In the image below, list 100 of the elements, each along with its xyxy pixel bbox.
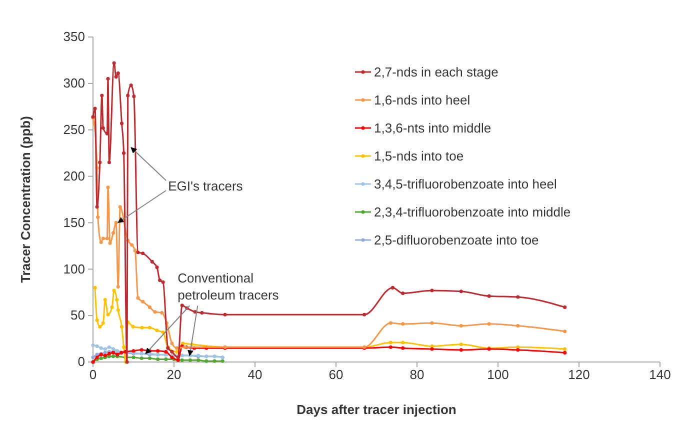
point [108,241,112,245]
y-tick-label: 200 [63,168,85,184]
annotation: Conventional petroleum tracers [178,270,280,303]
point [140,356,144,360]
point [155,266,159,270]
point [93,286,97,290]
point [122,151,126,155]
point [131,324,135,328]
point [170,342,174,346]
annotation: EGI's tracers [168,178,244,194]
point [390,286,394,290]
point [150,260,154,264]
point [430,288,434,292]
point [158,278,162,282]
y-tick-label: 50 [70,308,85,323]
point [106,312,110,316]
x-tick-label: 40 [248,367,262,382]
point [563,330,567,334]
point [122,345,126,349]
point [130,243,134,247]
point [93,106,97,110]
point [148,326,152,330]
point [459,290,463,294]
point [487,294,491,298]
point [112,288,116,292]
point [148,356,152,360]
point [388,321,392,325]
point [459,342,463,346]
point [362,312,366,316]
point [141,300,145,304]
legend-label: 2,7-nds in each stage [374,64,498,80]
point [156,349,160,353]
point [459,348,463,352]
point [105,236,109,240]
legend-label: 2,5-difluorobenzoate into toe [374,232,539,248]
x-tick-label: 60 [328,367,344,382]
x-tick-label: 120 [568,367,590,382]
legend-label: 1,6-nds into heel [374,92,470,108]
point [99,346,103,350]
point [563,305,567,309]
point [401,346,405,350]
point [120,350,124,354]
point [204,359,208,363]
point [563,347,567,351]
point [103,298,107,302]
point [223,312,227,316]
point [111,354,116,358]
point [132,94,136,98]
point [176,358,180,362]
point [103,347,107,351]
point [153,310,157,314]
point [487,322,491,326]
point [156,357,160,361]
x-tick-label: 20 [166,367,182,382]
point [200,311,204,315]
point [181,342,185,346]
point [140,326,144,330]
point [116,308,120,312]
point [116,71,120,75]
point [101,126,105,130]
point [196,358,200,362]
point [188,358,192,362]
x-tick-label: 0 [89,367,97,382]
point [91,344,95,348]
y-tick-label: 100 [63,261,85,276]
point [107,160,111,164]
point [114,220,118,224]
point [516,324,520,328]
point [112,61,116,65]
point [111,231,116,235]
point [115,298,119,302]
point [91,356,95,360]
point [110,305,114,309]
point [136,296,140,300]
point [164,357,168,361]
y-tick-label: 350 [63,29,85,44]
point [161,280,165,284]
point [170,350,174,354]
point [101,321,105,325]
point [95,318,99,322]
point [120,324,124,328]
point [430,321,434,325]
point [120,122,124,126]
point [95,205,99,209]
y-axis-title: Tracer Concentration (ppb) [18,116,33,283]
point [175,350,179,354]
point [516,295,520,299]
point [160,311,164,315]
legend-label: 2,3,4-trifluorobenzoate into middle [374,204,571,220]
point [132,356,136,360]
point [563,350,567,354]
point [133,248,137,252]
x-tick-label: 140 [649,367,671,382]
y-tick-label: 0 [78,354,85,370]
legend-label: 1,5-nds into toe [374,148,464,164]
point [212,359,216,363]
point [106,186,110,190]
point [100,94,104,98]
point [155,328,159,332]
point [129,84,133,88]
